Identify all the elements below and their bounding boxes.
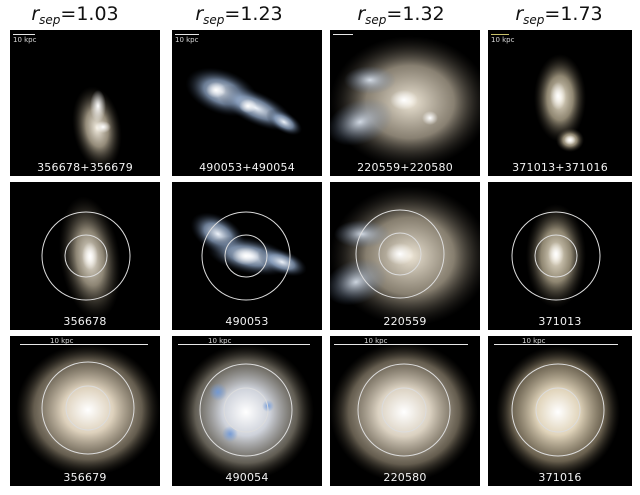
galaxy-image <box>178 344 314 480</box>
inner-aperture-circle <box>223 387 269 433</box>
galaxy-image <box>511 204 601 308</box>
r-subscript: sep <box>523 13 545 27</box>
scale-bar <box>334 344 468 345</box>
outer-aperture-circle <box>511 363 605 457</box>
scale-label: 10 kpc <box>13 36 37 44</box>
galaxy-image <box>16 344 160 476</box>
scale-bar <box>494 344 618 345</box>
scale-bar <box>20 344 148 345</box>
panel-label: 220559 <box>383 315 427 328</box>
inner-aperture-circle <box>535 387 581 433</box>
panel-pair-1: 10 kpc 356678+356679 <box>10 30 160 176</box>
inner-aperture-circle <box>224 234 268 278</box>
panel-label: 220580 <box>383 471 427 484</box>
galaxy-image <box>330 186 480 326</box>
scale-bar <box>491 34 509 35</box>
r-subscript: sep <box>203 13 225 27</box>
panel-label: 356678+356679 <box>37 161 133 174</box>
r-symbol: r <box>195 3 204 25</box>
r-symbol: r <box>357 3 366 25</box>
panel-label: 371016 <box>538 471 582 484</box>
scale-bar <box>13 34 35 35</box>
inner-aperture-circle <box>65 385 111 431</box>
panel-primary-4: 371013 <box>488 182 632 330</box>
outer-aperture-circle <box>201 211 291 301</box>
inner-aperture-circle <box>381 387 427 433</box>
panel-primary-1: 356678 <box>10 182 160 330</box>
panel-label: 371013 <box>538 315 582 328</box>
panel-primary-2: 490053 <box>172 182 322 330</box>
panel-label: 356678 <box>63 315 107 328</box>
outer-aperture-circle <box>511 211 601 301</box>
panel-secondary-3: 10 kpc 220580 <box>330 336 480 486</box>
panel-label: 356679 <box>63 471 107 484</box>
panel-pair-4: 10 kpc 371013+371016 <box>488 30 632 176</box>
outer-aperture-circle <box>41 361 135 455</box>
panel-secondary-2: 10 kpc 490054 <box>172 336 322 486</box>
r-value: =1.73 <box>544 3 603 25</box>
column-header-1: rsep=1.03 <box>0 2 150 32</box>
panel-label: 371013+371016 <box>512 161 608 174</box>
r-value: =1.32 <box>386 3 445 25</box>
inner-aperture-circle <box>378 232 422 276</box>
scale-bar <box>333 34 353 35</box>
r-subscript: sep <box>39 13 61 27</box>
r-symbol: r <box>31 3 40 25</box>
panel-secondary-4: 10 kpc 371016 <box>488 336 632 486</box>
inner-aperture-circle <box>64 234 108 278</box>
outer-aperture-circle <box>355 209 445 299</box>
scale-label: 10 kpc <box>50 337 74 345</box>
panel-label: 490053+490054 <box>199 161 295 174</box>
column-header-2: rsep=1.23 <box>164 2 314 32</box>
column-header-4: rsep=1.73 <box>484 2 634 32</box>
scale-label: 10 kpc <box>522 337 546 345</box>
panel-label: 220559+220580 <box>357 161 453 174</box>
panel-secondary-1: 10 kpc 356679 <box>10 336 160 486</box>
galaxy-image <box>41 196 131 320</box>
panel-pair-3: 220559+220580 <box>330 30 480 176</box>
galaxy-image <box>330 342 478 482</box>
scale-label: 10 kpc <box>364 337 388 345</box>
r-subscript: sep <box>365 13 387 27</box>
panel-primary-3: 220559 <box>330 182 480 330</box>
outer-aperture-circle <box>357 363 451 457</box>
outer-aperture-circle <box>41 211 131 301</box>
r-value: =1.03 <box>60 3 119 25</box>
scale-bar <box>178 344 310 345</box>
scale-bar <box>175 34 199 35</box>
galaxy-pair-image <box>185 67 303 136</box>
r-symbol: r <box>515 3 524 25</box>
panel-pair-2: 10 kpc 490053+490054 <box>172 30 322 176</box>
column-header-3: rsep=1.32 <box>326 2 476 32</box>
scale-label: 10 kpc <box>175 36 199 44</box>
inner-aperture-circle <box>534 234 578 278</box>
scale-label: 10 kpc <box>491 36 515 44</box>
outer-aperture-circle <box>199 363 293 457</box>
galaxy-image <box>190 211 307 301</box>
panel-label: 490054 <box>225 471 269 484</box>
galaxy-pair-image <box>534 54 586 152</box>
galaxy-pair-image <box>330 36 480 168</box>
scale-label: 10 kpc <box>208 337 232 345</box>
galaxy-image <box>496 346 620 478</box>
galaxy-pair-image <box>72 86 122 170</box>
r-value: =1.23 <box>224 3 283 25</box>
panel-label: 490053 <box>225 315 269 328</box>
